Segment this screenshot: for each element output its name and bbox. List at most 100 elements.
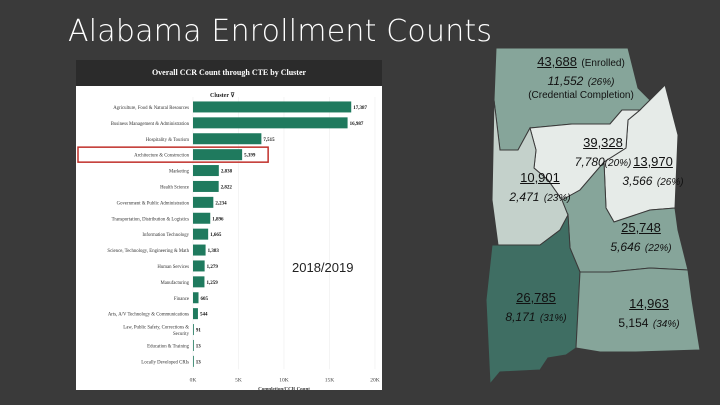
category-label: Finance [174,297,189,302]
region-label-east-central: 25,748 5,646 (22%) [596,218,686,256]
bar[interactable] [193,196,214,208]
value-label: 2,838 [221,170,233,175]
slide-title: Alabama Enrollment Counts [68,14,493,49]
enrolled-value: 26,785 [516,290,556,305]
chart-title: Overall CCR Count through CTE by Cluster [76,60,382,86]
bar[interactable] [193,117,348,129]
enrolled-value: 25,748 [621,220,661,235]
region-label-north-central: 39,328 7,780(20%) [548,133,658,171]
enrolled-value: 10,901 [520,170,560,185]
credential-value: 7,780 [574,155,605,170]
credential-pct: (20%) [604,158,632,170]
credential-value: 11,552 [547,74,584,89]
chart-panel: Overall CCR Count through CTE by Cluster… [76,60,382,390]
x-tick-label: 15K [325,377,335,383]
bar[interactable] [193,180,219,192]
category-label: Law, Public Safety, Corrections & [123,325,189,330]
cluster-filter-label[interactable]: Cluster ⊽ [210,92,235,99]
bar[interactable] [193,355,194,367]
credential-pct: (34%) [652,319,680,331]
region-label-north-east: 13,970 3,566 (26%) [618,152,688,190]
credential-pct: (22%) [644,243,672,255]
bar[interactable] [193,101,352,113]
enrolled-value: 43,688 [537,54,577,69]
enrolled-value: 39,328 [583,135,623,150]
x-tick-label: 5K [235,377,242,383]
value-label: 2,234 [215,201,227,206]
category-label: Education & Training [147,344,189,349]
category-label: Manufacturing [160,281,189,286]
bar[interactable] [193,292,199,304]
category-label: Arts, A/V Technology & Communications [108,313,189,318]
bar[interactable] [193,212,211,224]
region-label-north-west: 43,688 (Enrolled) 11,552 (26%) (Credenti… [506,52,656,102]
bar[interactable] [193,165,219,177]
value-label: 1,665 [210,233,222,238]
category-label: Health Science [160,185,189,190]
highlight-box [77,146,269,163]
category-label: Agriculture, Food & Natural Resources [113,106,189,111]
region-label-south-east: 14,963 5,154 (34%) [608,294,690,332]
bar[interactable] [193,260,205,272]
map-region-south-east[interactable] [575,267,701,353]
credential-value: 3,566 [622,174,653,189]
x-tick-label: 10K [279,377,289,383]
bar[interactable] [193,324,194,336]
year-label: 2018/2019 [292,260,354,275]
x-tick-label: 0K [190,377,197,383]
enrolled-note: (Enrolled) [581,58,625,69]
x-axis-label: Completion/CCR Count [258,387,310,390]
credential-pct: (26%) [587,77,615,89]
value-label: 5,399 [244,154,256,159]
value-label: 13 [196,344,202,349]
category-label: Architecture & Construction [134,154,189,159]
filter-icon: ⊽ [230,93,235,99]
category-label: Government & Public Administration [117,201,190,206]
bar[interactable] [193,339,194,351]
bar-chart: 0K 5K 10K 15K 20K Agriculture, Food & Natural… [77,97,380,390]
value-label: 2,822 [221,185,233,190]
value-label: 1,383 [208,249,220,254]
category-label: Science, Technology, Engineering & Math [107,249,189,254]
bar[interactable] [193,244,206,256]
credential-value: 5,646 [610,240,641,255]
value-label: 544 [200,313,208,318]
credential-pct: (31%) [539,313,567,325]
credential-pct: (26%) [656,177,684,189]
category-label: Locally Developed CRIs [141,360,189,365]
bar[interactable] [193,228,209,240]
region-label-west: 10,901 2,471 (23%) [500,168,580,206]
value-label: 1,279 [207,265,219,270]
category-label: Information Technology [142,233,189,238]
bar[interactable] [193,149,243,161]
region-label-south-west: 26,785 8,171 (31%) [496,288,576,326]
category-label: Security [173,332,190,337]
credential-note: (Credential Completion) [528,90,634,102]
bar[interactable] [193,133,262,145]
value-label: 16,987 [350,122,364,127]
value-label: 605 [201,297,209,302]
credential-pct: (23%) [543,193,571,205]
value-label: 17,387 [353,106,367,111]
category-label: Human Services [157,265,189,270]
map-region-south-west[interactable] [485,213,581,386]
credential-value: 5,154 [618,316,649,331]
category-label: Hospitality & Tourism [146,138,190,143]
value-label: 91 [196,329,202,334]
category-label: Business Management & Administration [111,122,190,127]
enrolled-value: 14,963 [629,296,669,311]
enrolled-value: 13,970 [633,154,673,169]
x-tick-label: 20K [370,377,380,383]
category-label: Marketing [169,170,190,175]
value-label: 1,896 [212,217,224,222]
value-label: 1,259 [206,281,218,286]
value-label: 7,515 [263,138,275,143]
category-label: Transportation, Distribution & Logistics [112,217,190,222]
cluster-label-text: Cluster [210,93,229,99]
bar[interactable] [193,276,205,288]
bar[interactable] [193,308,198,320]
credential-value: 8,171 [505,310,536,325]
value-label: 13 [196,360,202,365]
credential-value: 2,471 [509,190,540,205]
